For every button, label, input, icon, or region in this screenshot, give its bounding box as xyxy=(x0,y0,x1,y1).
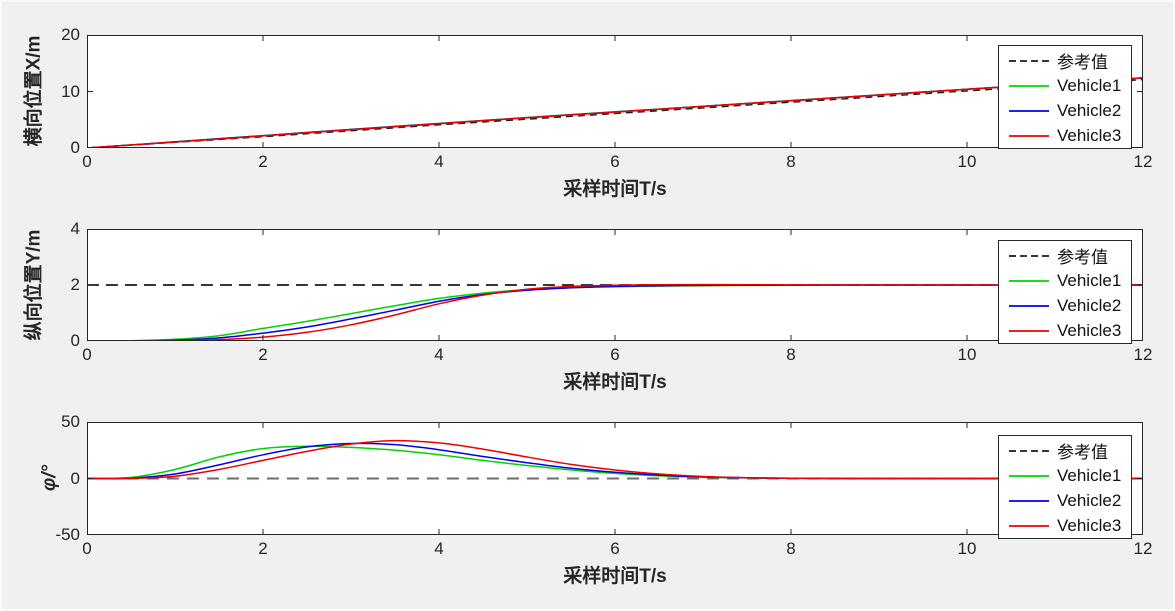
y-tick-label: 10 xyxy=(61,81,80,101)
x-tick-label: 0 xyxy=(82,152,92,171)
solid-line-swatch-icon xyxy=(1009,279,1049,282)
legend-entry: Vehicle1 xyxy=(999,463,1131,488)
y-tick-label: 0 xyxy=(70,138,80,157)
x-tick-label: 8 xyxy=(786,539,796,558)
plot-area-3 xyxy=(87,422,1143,535)
y-tick-label: 4 xyxy=(70,219,80,238)
x-axis-label-1: 采样时间T/s xyxy=(563,179,667,200)
solid-line-swatch-icon xyxy=(1009,84,1049,87)
legend-entry-label: 参考值 xyxy=(1057,443,1108,462)
legend-entry-label: Vehicle1 xyxy=(1057,465,1122,485)
x-tick-label: 6 xyxy=(610,152,620,171)
dashed-line-swatch-icon xyxy=(1009,254,1049,257)
x-tick-label: 8 xyxy=(786,152,796,171)
x-tick-label: 12 xyxy=(1133,539,1153,558)
legend-entry: 参考值 xyxy=(999,48,1131,73)
x-tick-label: 10 xyxy=(957,539,977,558)
x-tick-label: 10 xyxy=(957,152,977,171)
legend-entry-label: 参考值 xyxy=(1057,53,1108,72)
legend-entry: Vehicle2 xyxy=(999,98,1131,123)
solid-line-swatch-icon xyxy=(1009,524,1049,527)
y-tick-label: 50 xyxy=(61,412,80,431)
x-tick-label: 10 xyxy=(957,345,977,364)
plot-area-1 xyxy=(87,35,1143,148)
plot-area-2 xyxy=(87,229,1143,341)
legend-2[interactable]: 参考值 Vehicle1 Vehicle2 Vehicle3 xyxy=(998,240,1132,344)
solid-line-swatch-icon xyxy=(1009,474,1049,477)
legend-entry-label: Vehicle2 xyxy=(1057,295,1122,315)
plot-background xyxy=(87,35,1143,148)
legend-entry: Vehicle3 xyxy=(999,318,1131,343)
legend-entry: Vehicle1 xyxy=(999,268,1131,293)
y-tick-label: 2 xyxy=(70,275,80,294)
series-line-3 xyxy=(87,77,1143,148)
legend-entry: Vehicle3 xyxy=(999,513,1131,538)
y-tick-label: 20 xyxy=(61,25,80,44)
legend-entry-label: 参考值 xyxy=(1057,248,1108,267)
legend-entry: Vehicle1 xyxy=(999,73,1131,98)
x-tick-label: 12 xyxy=(1133,152,1153,171)
legend-3[interactable]: 参考值 Vehicle1 Vehicle2 Vehicle3 xyxy=(998,435,1132,539)
x-axis-label-3: 采样时间T/s xyxy=(563,566,667,587)
series-line-0 xyxy=(87,78,1143,148)
x-tick-label: 8 xyxy=(786,345,796,364)
legend-entry: 参考值 xyxy=(999,438,1131,463)
y-tick-label: -50 xyxy=(55,525,80,544)
solid-line-swatch-icon xyxy=(1009,304,1049,307)
legend-entry: Vehicle2 xyxy=(999,293,1131,318)
legend-entry: 参考值 xyxy=(999,243,1131,268)
x-tick-label: 4 xyxy=(434,152,444,171)
legend-entry-label: Vehicle2 xyxy=(1057,490,1122,510)
x-tick-label: 2 xyxy=(258,152,268,171)
y-tick-label: 0 xyxy=(70,331,80,350)
series-line-3 xyxy=(87,283,1143,341)
solid-line-swatch-icon xyxy=(1009,329,1049,332)
legend-entry-label: Vehicle1 xyxy=(1057,75,1122,95)
x-tick-label: 2 xyxy=(258,345,268,364)
legend-entry-label: Vehicle1 xyxy=(1057,270,1122,290)
legend-entry-label: Vehicle3 xyxy=(1057,125,1122,145)
dashed-line-swatch-icon xyxy=(1009,59,1049,62)
x-tick-label: 0 xyxy=(82,539,92,558)
x-tick-label: 12 xyxy=(1133,345,1153,364)
y-tick-label: 0 xyxy=(70,468,80,488)
x-axis-label-2: 采样时间T/s xyxy=(563,372,667,393)
legend-entry-label: Vehicle2 xyxy=(1057,100,1122,120)
x-tick-label: 6 xyxy=(610,345,620,364)
legend-entry-label: Vehicle3 xyxy=(1057,515,1122,535)
solid-line-swatch-icon xyxy=(1009,109,1049,112)
legend-1[interactable]: 参考值 Vehicle1 Vehicle2 Vehicle3 xyxy=(998,45,1132,149)
legend-entry: Vehicle2 xyxy=(999,488,1131,513)
dashed-line-swatch-icon xyxy=(1009,449,1049,452)
x-tick-label: 0 xyxy=(82,345,92,364)
x-tick-label: 4 xyxy=(434,539,444,558)
legend-entry: Vehicle3 xyxy=(999,123,1131,148)
series-line-3 xyxy=(87,439,1143,480)
legend-entry-label: Vehicle3 xyxy=(1057,320,1122,340)
x-tick-label: 4 xyxy=(434,345,444,364)
x-tick-label: 6 xyxy=(610,539,620,558)
x-tick-label: 2 xyxy=(258,539,268,558)
solid-line-swatch-icon xyxy=(1009,134,1049,137)
solid-line-swatch-icon xyxy=(1009,499,1049,502)
